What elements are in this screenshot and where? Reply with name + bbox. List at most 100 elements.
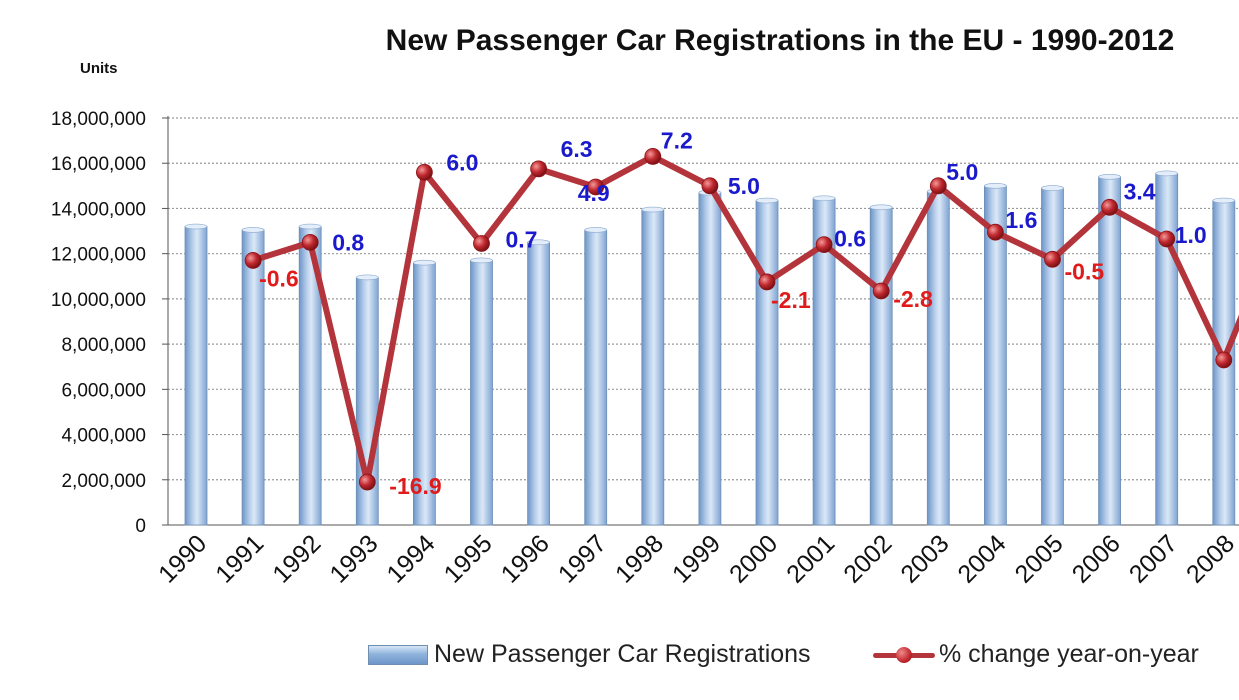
y-tick-label: 14,000,000 bbox=[51, 199, 146, 220]
bar-cap bbox=[812, 195, 836, 202]
bar-cap bbox=[298, 223, 322, 230]
line-point bbox=[1215, 351, 1233, 369]
x-tick-label: 2001 bbox=[781, 529, 840, 588]
x-tick-label: 2007 bbox=[1124, 529, 1183, 588]
bar-cap bbox=[641, 206, 665, 213]
line-point bbox=[358, 473, 376, 491]
line-point bbox=[530, 160, 547, 178]
bar-cap bbox=[1155, 170, 1178, 177]
legend-label-percent-change: % change year-on-year bbox=[939, 640, 1199, 668]
y-tick-label: 10,000,000 bbox=[51, 290, 146, 311]
y-tick-label: 16,000,000 bbox=[51, 154, 146, 175]
bar bbox=[527, 241, 550, 526]
bar-series bbox=[184, 170, 1236, 526]
bar-cap bbox=[241, 227, 265, 233]
line-point bbox=[1101, 198, 1118, 216]
line-point bbox=[244, 252, 262, 269]
y-tick-labels: 0 2,000,000 4,000,000 6,000,000 8,000,000 10,… bbox=[51, 109, 146, 537]
data-label: -0.6 bbox=[259, 265, 299, 291]
x-tick-label: 1992 bbox=[267, 529, 326, 588]
data-label: 3.4 bbox=[1124, 178, 1156, 204]
x-tick-label: 1994 bbox=[382, 529, 441, 588]
x-tick-label: 1996 bbox=[496, 529, 555, 588]
line-point bbox=[701, 177, 719, 195]
x-tick-label: 1998 bbox=[610, 529, 669, 588]
chart-title: New Passenger Car Registrations in the E… bbox=[385, 24, 1175, 57]
bar bbox=[698, 192, 722, 526]
bar bbox=[1041, 187, 1064, 526]
data-label: 6.3 bbox=[561, 136, 593, 162]
line-point bbox=[644, 148, 662, 165]
y-tick-label: 8,000,000 bbox=[61, 335, 146, 356]
bar-cap bbox=[984, 183, 1007, 189]
y-tick-label: 6,000,000 bbox=[61, 380, 146, 401]
data-label: 6.0 bbox=[446, 149, 478, 175]
line-point bbox=[473, 235, 490, 252]
bar-cap bbox=[1212, 197, 1236, 204]
y-tick-label: 12,000,000 bbox=[51, 245, 146, 266]
y-tick-label: 18,000,000 bbox=[51, 109, 146, 130]
x-tick-label: 2003 bbox=[895, 529, 954, 588]
x-tick-label: 1993 bbox=[324, 529, 383, 588]
line-point bbox=[929, 177, 947, 195]
data-label: 0.7 bbox=[506, 226, 538, 252]
x-tick-label: 2006 bbox=[1067, 529, 1126, 588]
line-point bbox=[415, 163, 433, 181]
data-label: 1.6 bbox=[1005, 207, 1037, 233]
data-label: 4.9 bbox=[578, 180, 610, 206]
bar bbox=[641, 209, 665, 526]
bar bbox=[1098, 176, 1121, 526]
x-tick-label: 2005 bbox=[1010, 529, 1069, 588]
legend-item-percent-change: % change year-on-year bbox=[873, 640, 1199, 669]
legend: New Passenger Car Registrations % change… bbox=[368, 640, 1239, 674]
data-label: 5.0 bbox=[946, 159, 978, 185]
bar-cap bbox=[1098, 173, 1121, 180]
bar-cap bbox=[184, 223, 208, 230]
x-tick-label: 1990 bbox=[153, 529, 212, 588]
bar-cap bbox=[584, 227, 608, 233]
x-tick-label: 2002 bbox=[838, 529, 897, 588]
bar-cap bbox=[755, 197, 779, 204]
x-tick-label: 2008 bbox=[1181, 529, 1239, 588]
bar-cap bbox=[527, 239, 550, 246]
line-path bbox=[250, 153, 1239, 485]
data-label: -2.8 bbox=[893, 286, 933, 312]
data-label: 5.0 bbox=[728, 173, 760, 199]
data-label: -2.1 bbox=[771, 287, 811, 313]
y-tick-label: 2,000,000 bbox=[61, 471, 146, 492]
data-labels: -0.6 0.8 -16.9 6.0 0.7 6.3 4.9 7.2 5.0 -2.1 0.6 -2.… bbox=[259, 127, 1207, 499]
bar-cap bbox=[1041, 185, 1064, 191]
bar bbox=[184, 226, 208, 526]
legend-item-registrations: New Passenger Car Registrations bbox=[368, 640, 811, 669]
x-tick-label: 1995 bbox=[439, 529, 498, 588]
line-point bbox=[587, 178, 605, 196]
data-label: -0.5 bbox=[1065, 258, 1105, 284]
bar bbox=[926, 191, 950, 526]
x-tick-label: 1999 bbox=[667, 529, 726, 588]
legend-bar-swatch bbox=[368, 644, 428, 665]
line-point bbox=[758, 273, 776, 291]
line-point bbox=[987, 223, 1004, 241]
line-series bbox=[244, 148, 1239, 491]
bar-cap bbox=[869, 204, 893, 211]
bar-cap bbox=[355, 274, 379, 281]
x-tick-label: 2004 bbox=[953, 529, 1012, 588]
legend-line-swatch bbox=[873, 645, 935, 665]
data-label: 7.2 bbox=[661, 127, 693, 153]
line-point bbox=[301, 233, 319, 251]
data-label: 0.6 bbox=[834, 226, 866, 252]
bar bbox=[584, 229, 608, 526]
x-tick-label: 2000 bbox=[724, 529, 783, 588]
line-point bbox=[1044, 250, 1061, 268]
line-point bbox=[815, 236, 833, 254]
bar bbox=[869, 206, 893, 526]
bar bbox=[755, 200, 779, 526]
line-point bbox=[1158, 230, 1176, 248]
bar bbox=[470, 260, 493, 526]
x-tick-labels: 1990199119921993199419951996199719981999… bbox=[153, 529, 1239, 588]
data-label: 1.0 bbox=[1175, 222, 1207, 248]
y-axis-unit-label: Units bbox=[80, 60, 118, 77]
line-point bbox=[872, 282, 890, 300]
x-tick-label: 1991 bbox=[210, 529, 269, 588]
